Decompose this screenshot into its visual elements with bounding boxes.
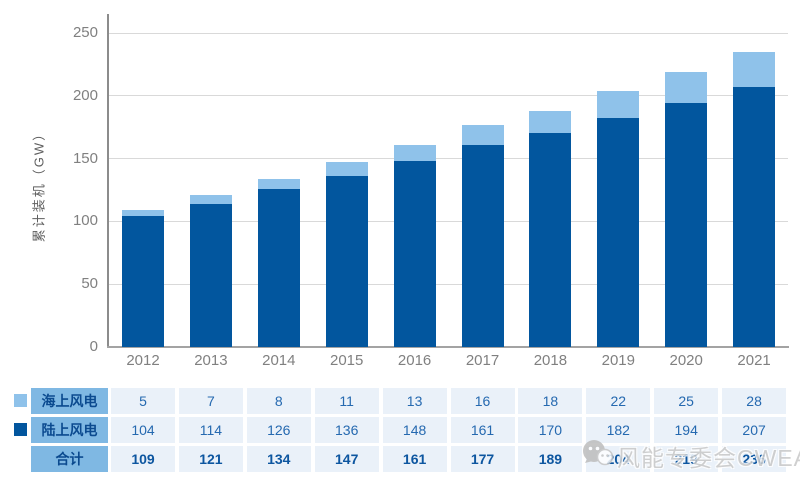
y-tick-150: 150 bbox=[72, 149, 98, 167]
y-tick-200: 200 bbox=[72, 86, 98, 104]
cell-onshore-2015: 136 bbox=[314, 417, 379, 443]
bar-onshore-2017 bbox=[461, 144, 504, 347]
bar-onshore-2019 bbox=[597, 118, 640, 347]
cell-total-2019: 204 bbox=[586, 446, 651, 472]
x-tick-2021: 2021 bbox=[737, 352, 771, 369]
y-tick-0: 0 bbox=[89, 338, 98, 355]
x-axis-line bbox=[107, 346, 789, 348]
bar-offshore-2017 bbox=[461, 124, 504, 145]
cell-total-2014: 134 bbox=[246, 446, 311, 472]
bar-onshore-2018 bbox=[529, 133, 572, 347]
cell-onshore-2016: 148 bbox=[382, 417, 447, 443]
bar-offshore-2015 bbox=[325, 162, 368, 177]
bar-onshore-2015 bbox=[325, 176, 368, 347]
cell-total-2012: 109 bbox=[111, 446, 175, 472]
bar-offshore-2020 bbox=[665, 71, 708, 104]
bar-onshore-2021 bbox=[733, 87, 776, 347]
cell-offshore-2012: 5 bbox=[111, 388, 175, 414]
gridline-250 bbox=[109, 32, 788, 34]
cell-total-2020: 219 bbox=[654, 446, 719, 472]
cell-onshore-2020: 194 bbox=[654, 417, 719, 443]
cell-offshore-2021: 28 bbox=[722, 388, 787, 414]
bar-onshore-2014 bbox=[257, 188, 300, 347]
y-tick-50: 50 bbox=[81, 275, 98, 293]
x-tick-2016: 2016 bbox=[397, 352, 432, 369]
bar-offshore-2021 bbox=[733, 51, 776, 87]
cell-offshore-2013: 7 bbox=[178, 388, 243, 414]
bar-onshore-2013 bbox=[189, 203, 232, 347]
legend-swatch-offshore bbox=[14, 394, 27, 407]
cell-offshore-2016: 13 bbox=[382, 388, 447, 414]
cell-onshore-2014: 126 bbox=[246, 417, 311, 443]
cell-onshore-2012: 104 bbox=[111, 417, 175, 443]
cell-total-2013: 121 bbox=[178, 446, 243, 472]
bar-offshore-2016 bbox=[393, 144, 436, 162]
x-tick-2012: 2012 bbox=[126, 352, 160, 369]
cell-total-2015: 147 bbox=[314, 446, 379, 472]
cell-offshore-2019: 22 bbox=[586, 388, 651, 414]
y-axis-line bbox=[107, 14, 109, 347]
x-tick-2020: 2020 bbox=[669, 352, 703, 369]
y-tick-250: 250 bbox=[72, 24, 98, 41]
bar-onshore-2020 bbox=[665, 103, 708, 347]
cell-total-2017: 177 bbox=[450, 446, 515, 472]
bar-offshore-2014 bbox=[257, 178, 300, 189]
cell-onshore-2021: 207 bbox=[722, 417, 787, 443]
row-label-total: 合计 bbox=[31, 446, 108, 472]
bar-offshore-2019 bbox=[597, 90, 640, 119]
y-tick-100: 100 bbox=[72, 212, 98, 230]
gridline-200 bbox=[109, 95, 788, 97]
x-tick-2018: 2018 bbox=[533, 352, 568, 369]
cell-total-2018: 189 bbox=[518, 446, 583, 472]
cell-onshore-2017: 161 bbox=[450, 417, 515, 443]
bar-onshore-2012 bbox=[122, 216, 164, 347]
cell-offshore-2020: 25 bbox=[654, 388, 719, 414]
gridline-100 bbox=[109, 220, 788, 222]
bar-offshore-2013 bbox=[189, 195, 232, 204]
row-label-offshore: 海上风电 bbox=[31, 388, 108, 414]
cell-offshore-2014: 8 bbox=[246, 388, 311, 414]
row-label-onshore: 陆上风电 bbox=[31, 417, 108, 443]
gridline-50 bbox=[109, 283, 788, 285]
cell-total-2016: 161 bbox=[382, 446, 447, 472]
cell-total-2021: 236 bbox=[722, 446, 787, 472]
cell-onshore-2019: 182 bbox=[586, 417, 651, 443]
cell-offshore-2018: 18 bbox=[518, 388, 583, 414]
bar-onshore-2016 bbox=[393, 161, 436, 347]
x-tick-2017: 2017 bbox=[465, 352, 500, 369]
cell-offshore-2017: 16 bbox=[450, 388, 515, 414]
bar-offshore-2012 bbox=[122, 210, 164, 217]
x-tick-2014: 2014 bbox=[262, 352, 296, 369]
cell-offshore-2015: 11 bbox=[314, 388, 379, 414]
x-tick-2019: 2019 bbox=[601, 352, 635, 369]
cell-onshore-2013: 114 bbox=[178, 417, 243, 443]
bar-offshore-2018 bbox=[529, 110, 572, 134]
x-tick-2013: 2013 bbox=[194, 352, 228, 369]
x-tick-2015: 2015 bbox=[330, 352, 364, 369]
cell-onshore-2018: 170 bbox=[518, 417, 583, 443]
legend-swatch-onshore bbox=[14, 423, 27, 436]
gridline-150 bbox=[109, 158, 788, 160]
